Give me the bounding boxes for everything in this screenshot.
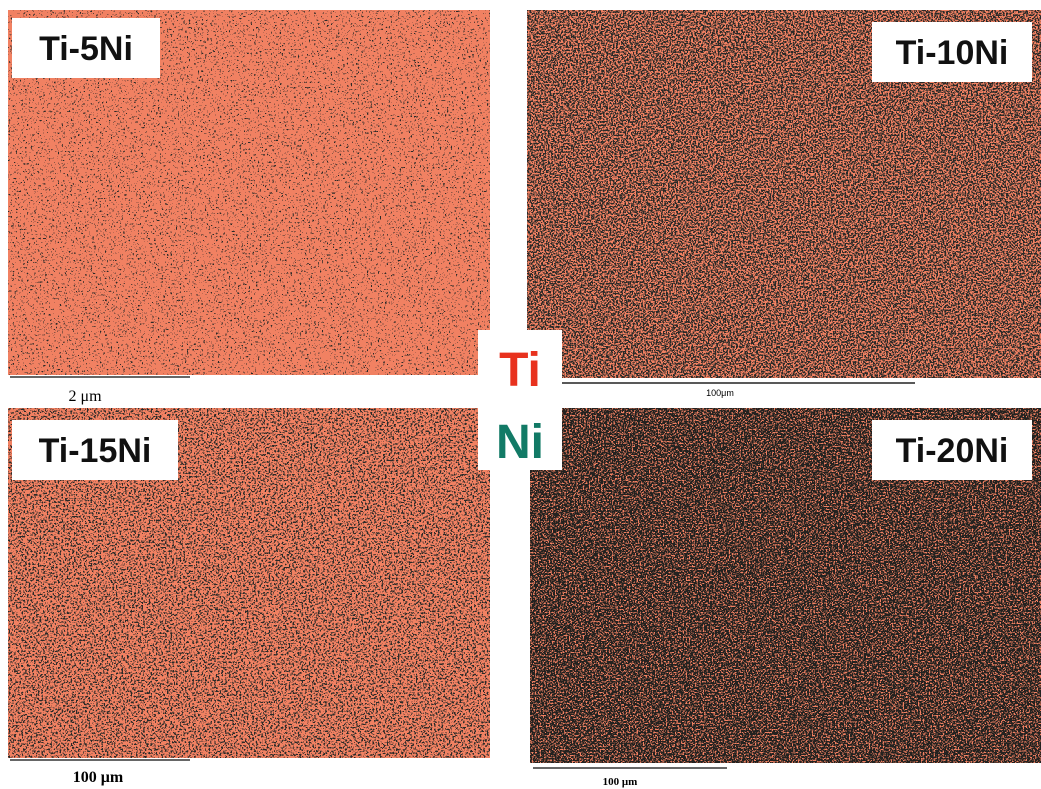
scale-label: 100μm [706, 388, 734, 398]
panel-label: Ti-5Ni [39, 30, 133, 68]
panel-label: Ti-15Ni [39, 432, 152, 470]
panel-label: Ti-20Ni [896, 432, 1009, 470]
panel-1: 2 μm Ti-5Ni [8, 10, 490, 405]
legend-ni: Ni [496, 416, 544, 469]
panel-3: 100 μm Ti-15Ni [8, 408, 490, 786]
panel-label: Ti-10Ni [896, 34, 1009, 72]
scale-label: 100 μm [603, 776, 638, 788]
figure: 2 μm Ti-5Ni 100μm Ti-10Ni 100 μm Ti-15Ni… [0, 0, 1041, 789]
panel-2: 100μm Ti-10Ni [527, 10, 1041, 398]
scale-label: 2 μm [68, 388, 102, 405]
scale-label: 100 μm [73, 769, 124, 786]
panel-4: 100 μm Ti-20Ni [530, 408, 1041, 788]
legend-ti: Ti [499, 344, 541, 397]
